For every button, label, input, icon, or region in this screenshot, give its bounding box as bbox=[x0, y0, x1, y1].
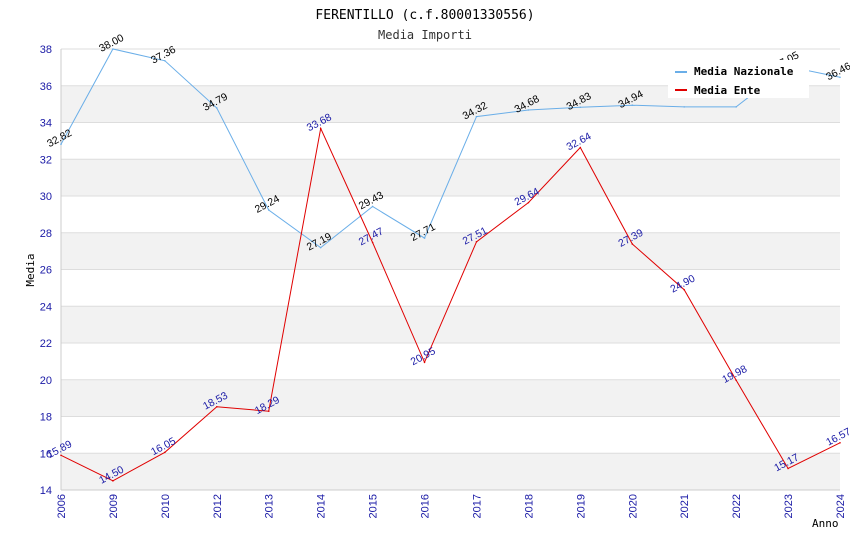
x-tick-label: 2017 bbox=[471, 494, 483, 518]
data-label-nazionale: 32.82 bbox=[45, 127, 74, 150]
x-tick-label: 2019 bbox=[575, 494, 587, 518]
x-tick-label: 2014 bbox=[316, 494, 328, 518]
data-point-ente bbox=[683, 288, 685, 291]
y-axis-label: Media bbox=[24, 253, 37, 286]
x-tick-label: 2013 bbox=[264, 494, 276, 518]
data-point-ente bbox=[787, 467, 789, 470]
data-point-nazionale bbox=[579, 106, 582, 109]
x-tick-label: 2022 bbox=[731, 494, 743, 518]
x-tick-label: 2015 bbox=[368, 494, 380, 518]
y-tick-labels: 14 16 18 20 22 24 26 28 30 32 34 36 38 bbox=[40, 44, 52, 497]
y-tick-label: 18 bbox=[40, 412, 52, 424]
x-tick-label: 2009 bbox=[108, 494, 120, 518]
series-line-nazionale bbox=[60, 48, 841, 249]
data-point-nazionale bbox=[683, 106, 685, 108]
data-point-nazionale bbox=[527, 109, 530, 111]
data-point-ente bbox=[423, 361, 426, 364]
data-point-nazionale bbox=[371, 205, 374, 208]
y-tick-label: 14 bbox=[40, 485, 52, 497]
data-point-nazionale bbox=[319, 246, 322, 249]
y-tick-label: 24 bbox=[40, 301, 52, 313]
data-point-ente bbox=[839, 441, 841, 444]
x-tick-label: 2006 bbox=[56, 494, 68, 518]
data-label-ente: 16.57 bbox=[824, 426, 850, 449]
data-label-ente: 24.90 bbox=[668, 273, 697, 296]
series-line-ente bbox=[60, 126, 841, 482]
grid-band bbox=[61, 232, 840, 270]
data-point-nazionale bbox=[735, 106, 737, 108]
data-point-nazionale bbox=[475, 115, 478, 118]
data-point-nazionale bbox=[60, 143, 62, 145]
axes bbox=[60, 49, 840, 491]
y-tick-label: 32 bbox=[40, 154, 52, 166]
x-tick-label: 2024 bbox=[835, 494, 847, 518]
x-tick-label: 2021 bbox=[679, 494, 691, 518]
data-point-ente bbox=[475, 240, 478, 243]
y-tick-label: 36 bbox=[40, 81, 52, 93]
data-point-nazionale bbox=[631, 104, 634, 107]
data-point-ente bbox=[579, 146, 582, 149]
grid-bands bbox=[61, 85, 840, 490]
y-tick-label: 38 bbox=[40, 44, 52, 56]
grid-band bbox=[61, 306, 840, 343]
y-tick-label: 22 bbox=[40, 338, 52, 350]
y-tick-label: 20 bbox=[40, 375, 52, 387]
data-label-ente: 20.95 bbox=[409, 345, 438, 368]
data-point-ente bbox=[319, 127, 322, 130]
data-label-nazionale: 37.36 bbox=[149, 44, 178, 67]
data-point-ente bbox=[60, 454, 62, 457]
y-tick-label: 34 bbox=[40, 118, 52, 130]
y-tick-label: 16 bbox=[40, 448, 52, 460]
data-point-ente bbox=[216, 405, 218, 408]
legend-label-nazionale: Media Nazionale bbox=[694, 65, 794, 78]
x-axis-label: Anno bbox=[812, 517, 839, 530]
legend: Media Nazionale Media Ente bbox=[668, 60, 809, 98]
data-label-ente: 32.64 bbox=[565, 130, 594, 153]
data-point-ente bbox=[267, 410, 270, 412]
data-label-nazionale: 36.46 bbox=[824, 60, 850, 83]
data-point-nazionale bbox=[112, 48, 114, 50]
x-tick-label: 2012 bbox=[212, 494, 224, 518]
data-point-ente bbox=[527, 201, 530, 204]
x-tick-label: 2023 bbox=[783, 494, 795, 518]
chart-title: FERENTILLO (c.f.80001330556) bbox=[315, 8, 534, 23]
y-tick-label: 30 bbox=[40, 191, 52, 203]
legend-label-ente: Media Ente bbox=[694, 84, 761, 97]
chart-subtitle: Media Importi bbox=[378, 28, 472, 42]
data-point-ente bbox=[631, 243, 634, 245]
x-tick-label: 2016 bbox=[420, 494, 432, 518]
x-tick-label: 2020 bbox=[627, 494, 639, 518]
data-point-ente bbox=[112, 480, 114, 482]
legend-box bbox=[668, 60, 809, 98]
x-tick-label: 2010 bbox=[160, 494, 172, 518]
data-point-ente bbox=[371, 241, 374, 244]
data-point-nazionale bbox=[216, 107, 218, 109]
data-point-ente bbox=[735, 379, 737, 381]
data-point-nazionale bbox=[267, 209, 270, 211]
grid-lines bbox=[61, 48, 840, 491]
x-tick-labels: 2006 2009 2010 2012 2013 2014 2015 2016 2017 2018… bbox=[56, 494, 847, 518]
data-point-ente bbox=[164, 451, 166, 454]
series-lines bbox=[60, 48, 841, 482]
grid-band bbox=[61, 453, 840, 490]
data-point-nazionale bbox=[839, 76, 841, 79]
grid-band bbox=[61, 379, 840, 417]
data-point-nazionale bbox=[423, 237, 426, 239]
data-point-nazionale bbox=[164, 59, 166, 62]
x-tick-label: 2018 bbox=[523, 494, 535, 518]
y-tick-label: 26 bbox=[40, 265, 52, 277]
y-tick-label: 28 bbox=[40, 228, 52, 240]
